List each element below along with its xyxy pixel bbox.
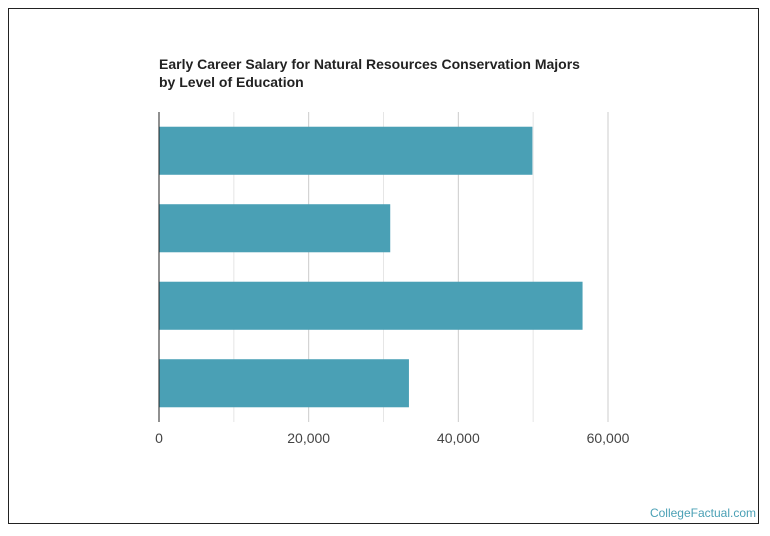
x-axis-ticks: 0 20,000 40,000 60,000: [155, 430, 630, 446]
bar-1: [159, 204, 391, 253]
bar-2: [159, 281, 583, 330]
bar-3: [159, 359, 409, 408]
credit-link[interactable]: CollegeFactual.com: [649, 506, 756, 520]
bar-0: [159, 126, 533, 175]
x-tick-label: 60,000: [587, 430, 630, 446]
x-tick-label: 40,000: [437, 430, 480, 446]
x-tick-label: 20,000: [287, 430, 330, 446]
bars: [159, 126, 583, 408]
chart-title: Early Career Salary for Natural Resource…: [159, 56, 580, 90]
x-tick-label: 0: [155, 430, 163, 446]
